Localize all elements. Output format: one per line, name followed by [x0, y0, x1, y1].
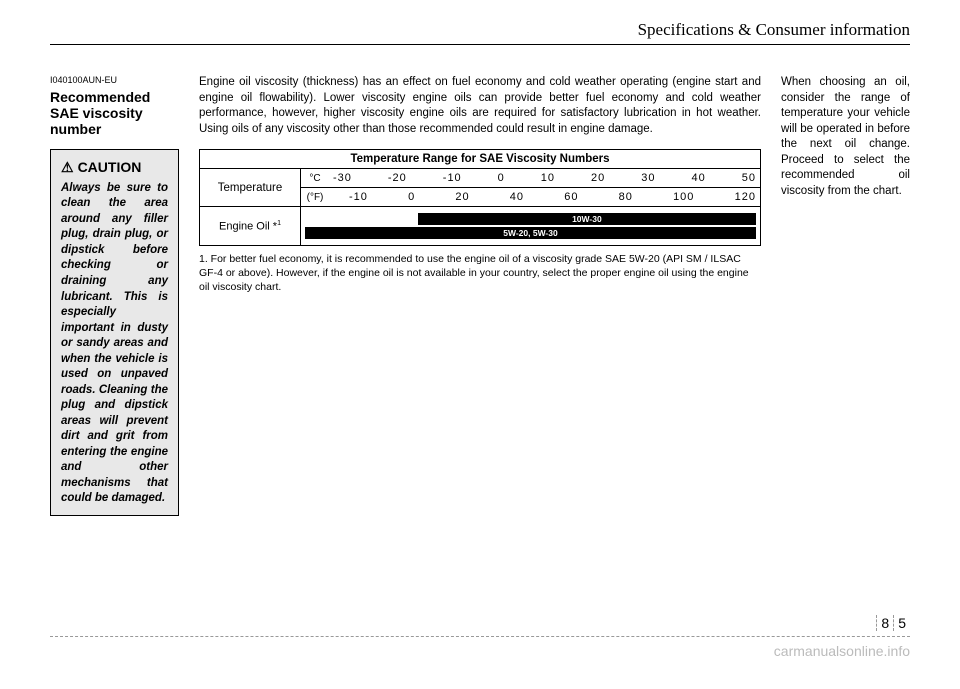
tick: 0: [498, 172, 505, 184]
viscosity-table-wrap: Temperature Range for SAE Viscosity Numb…: [199, 149, 761, 295]
tick: 120: [735, 191, 756, 203]
section-num: 8: [877, 615, 893, 631]
oil-label-sup: 1: [277, 220, 281, 227]
tick: 40: [510, 191, 524, 203]
temperature-row: Temperature °C -30 -20 -10 0 10: [200, 169, 760, 207]
section-title: Recommended SAE viscosity number: [50, 89, 179, 137]
oil-bar-5w: 5W-20, 5W-30: [305, 227, 756, 239]
caution-body: Always be sure to clean the area around …: [61, 181, 168, 507]
tick: 10: [541, 172, 555, 184]
tick: -30: [333, 172, 352, 184]
tick: 50: [742, 172, 756, 184]
page-number: 85: [876, 615, 910, 631]
celsius-row: °C -30 -20 -10 0 10 20 30 40: [301, 169, 760, 187]
doc-id: I040100AUN-EU: [50, 75, 179, 85]
tick: 20: [455, 191, 469, 203]
header-title: Specifications & Consumer information: [50, 20, 910, 40]
temperature-scales: °C -30 -20 -10 0 10 20 30 40: [301, 169, 760, 206]
warning-icon: ⚠: [61, 158, 74, 177]
oil-label-text: Engine Oil *: [219, 220, 277, 232]
fahrenheit-row: (°F) -10 0 20 40 60 80 100 120: [301, 187, 760, 206]
tick: 20: [591, 172, 605, 184]
column-2: Engine oil viscosity (thickness) has an …: [199, 75, 761, 516]
tick: 40: [691, 172, 705, 184]
tick: -10: [349, 191, 368, 203]
col3-body: When choosing an oil, consider the range…: [781, 75, 910, 199]
tick: 60: [564, 191, 578, 203]
tick: 100: [673, 191, 694, 203]
ticks-c: -30 -20 -10 0 10 20 30 40 50: [329, 172, 760, 184]
page-header: Specifications & Consumer information: [50, 20, 910, 45]
page-num-val: 5: [893, 615, 910, 631]
tick: 0: [408, 191, 415, 203]
tick: 30: [641, 172, 655, 184]
oil-bars: 10W-30 5W-20, 5W-30: [301, 207, 760, 245]
caution-label: CAUTION: [78, 158, 142, 177]
oil-row: Engine Oil *1 10W-30 5W-20, 5W-30: [200, 207, 760, 245]
content-columns: I040100AUN-EU Recommended SAE viscosity …: [50, 75, 910, 516]
tick: 80: [619, 191, 633, 203]
footer-dashed-line: [50, 636, 910, 637]
caution-header: ⚠ CAUTION: [61, 158, 168, 177]
footnote: 1. For better fuel economy, it is recomm…: [199, 252, 759, 295]
table-title: Temperature Range for SAE Viscosity Numb…: [200, 150, 760, 169]
tick: -10: [443, 172, 462, 184]
ticks-f: -10 0 20 40 60 80 100 120: [329, 191, 760, 203]
oil-label: Engine Oil *1: [200, 207, 301, 245]
col2-body: Engine oil viscosity (thickness) has an …: [199, 75, 761, 137]
unit-c: °C: [301, 173, 329, 184]
column-1: I040100AUN-EU Recommended SAE viscosity …: [50, 75, 179, 516]
caution-box: ⚠ CAUTION Always be sure to clean the ar…: [50, 149, 179, 516]
temperature-label: Temperature: [200, 169, 301, 206]
watermark: carmanualsonline.info: [774, 643, 910, 659]
unit-f: (°F): [301, 192, 329, 203]
tick: -20: [388, 172, 407, 184]
column-3: When choosing an oil, consider the range…: [781, 75, 910, 516]
oil-bar-10w30: 10W-30: [418, 213, 756, 225]
viscosity-table: Temperature Range for SAE Viscosity Numb…: [199, 149, 761, 246]
